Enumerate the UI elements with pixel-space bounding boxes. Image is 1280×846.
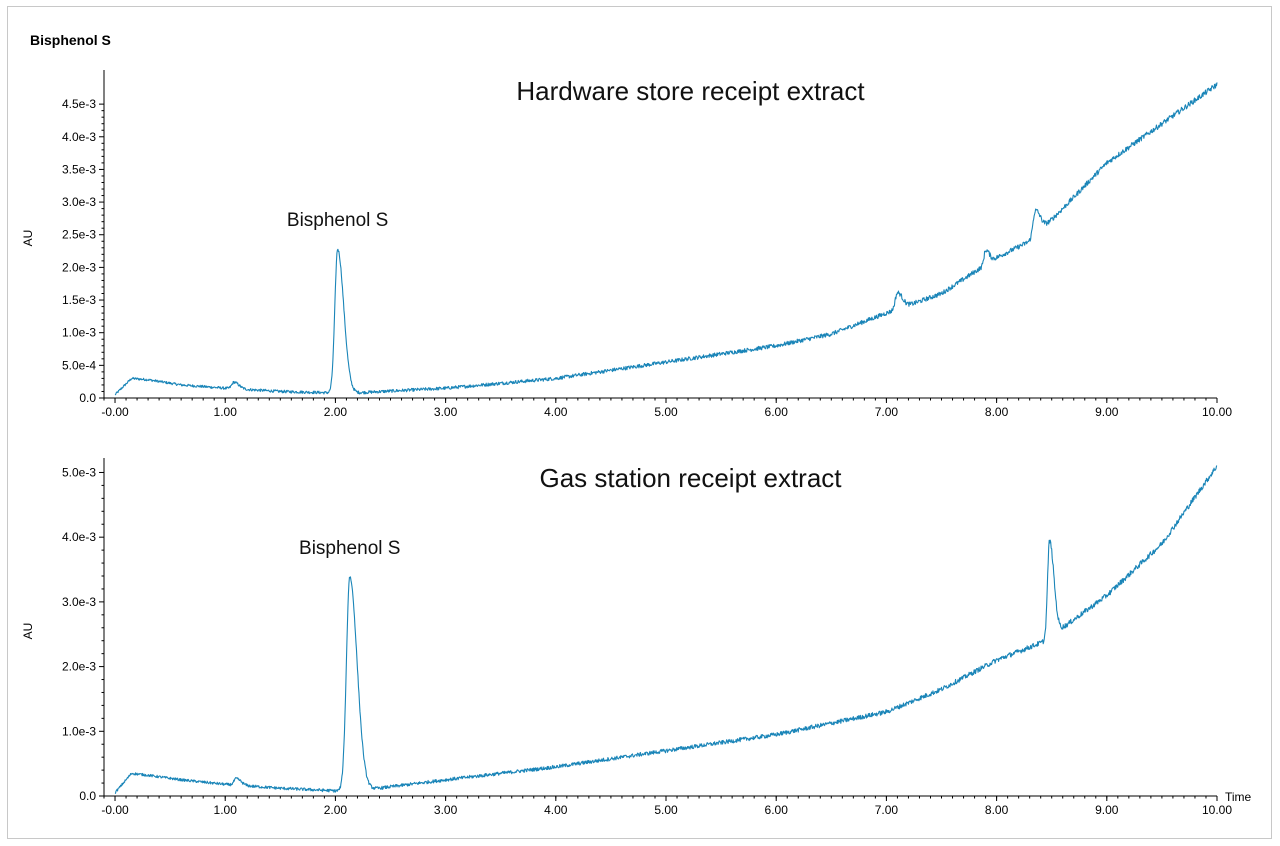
y-tick-label: 2.5e-3 [62, 228, 96, 242]
y-tick-label: 5.0e-3 [62, 465, 96, 479]
chart-title: Hardware store receipt extract [516, 76, 865, 106]
x-tick-label: 4.00 [544, 803, 568, 817]
y-tick-label: 2.0e-3 [62, 660, 96, 674]
compound-header-label: Bisphenol S [30, 32, 111, 48]
x-tick-label: 7.00 [875, 803, 899, 817]
chart-title: Gas station receipt extract [539, 463, 842, 493]
y-axis-label: AU [21, 230, 35, 247]
x-tick-label: 10.00 [1202, 405, 1232, 419]
y-tick-label: 0.0 [79, 391, 96, 405]
y-tick-label: 4.5e-3 [62, 97, 96, 111]
x-tick-label: 1.00 [214, 803, 238, 817]
peak-annotation: Bisphenol S [299, 538, 400, 559]
chart-panel-hardware: 0.0 5.0e-4 1.0e-3 1.5e-3 2.0e-3 2.5e-3 3.0e-3 3… [21, 70, 1232, 419]
y-tick-label: 4.0e-3 [62, 530, 96, 544]
x-tick-label: 4.00 [544, 405, 568, 419]
x-tick-label: 9.00 [1095, 803, 1119, 817]
x-tick-label: 2.00 [324, 405, 348, 419]
x-tick-label: 8.00 [985, 405, 1009, 419]
y-tick-label: 1.5e-3 [62, 293, 96, 307]
x-tick-label: 9.00 [1095, 405, 1119, 419]
x-tick-label: -0.00 [101, 803, 129, 817]
x-tick-label: 3.00 [434, 405, 458, 419]
series-line [114, 465, 1218, 795]
x-tick-label: 6.00 [765, 405, 789, 419]
x-tick-label: 6.00 [765, 803, 789, 817]
x-tick-label: 7.00 [875, 405, 899, 419]
x-tick-label: 5.00 [654, 405, 678, 419]
x-tick-label: 10.00 [1202, 803, 1232, 817]
x-tick-label: 8.00 [985, 803, 1009, 817]
y-tick-label: 1.0e-3 [62, 326, 96, 340]
peak-annotation: Bisphenol S [287, 210, 388, 231]
y-tick-label: 5.0e-4 [62, 358, 96, 372]
y-tick-label: 2.0e-3 [62, 260, 96, 274]
series-line [114, 82, 1218, 396]
y-tick-label: 0.0 [79, 789, 96, 803]
x-tick-label: -0.00 [101, 405, 129, 419]
chart-panel-gas-station: 0.0 1.0e-3 2.0e-3 3.0e-3 4.0e-3 5.0e-3 -0.00 1.… [21, 458, 1252, 817]
y-tick-label: 3.0e-3 [62, 195, 96, 209]
chart-frame [7, 6, 1272, 839]
x-tick-label: 2.00 [324, 803, 348, 817]
y-tick-label: 1.0e-3 [62, 724, 96, 738]
y-tick-label: 4.0e-3 [62, 130, 96, 144]
y-tick-label: 3.0e-3 [62, 595, 96, 609]
x-tick-label: 1.00 [214, 405, 238, 419]
x-tick-label: 3.00 [434, 803, 458, 817]
y-tick-label: 3.5e-3 [62, 162, 96, 176]
x-tick-label: 5.00 [654, 803, 678, 817]
y-axis-label: AU [21, 623, 35, 640]
x-axis-label: Time [1225, 790, 1252, 804]
